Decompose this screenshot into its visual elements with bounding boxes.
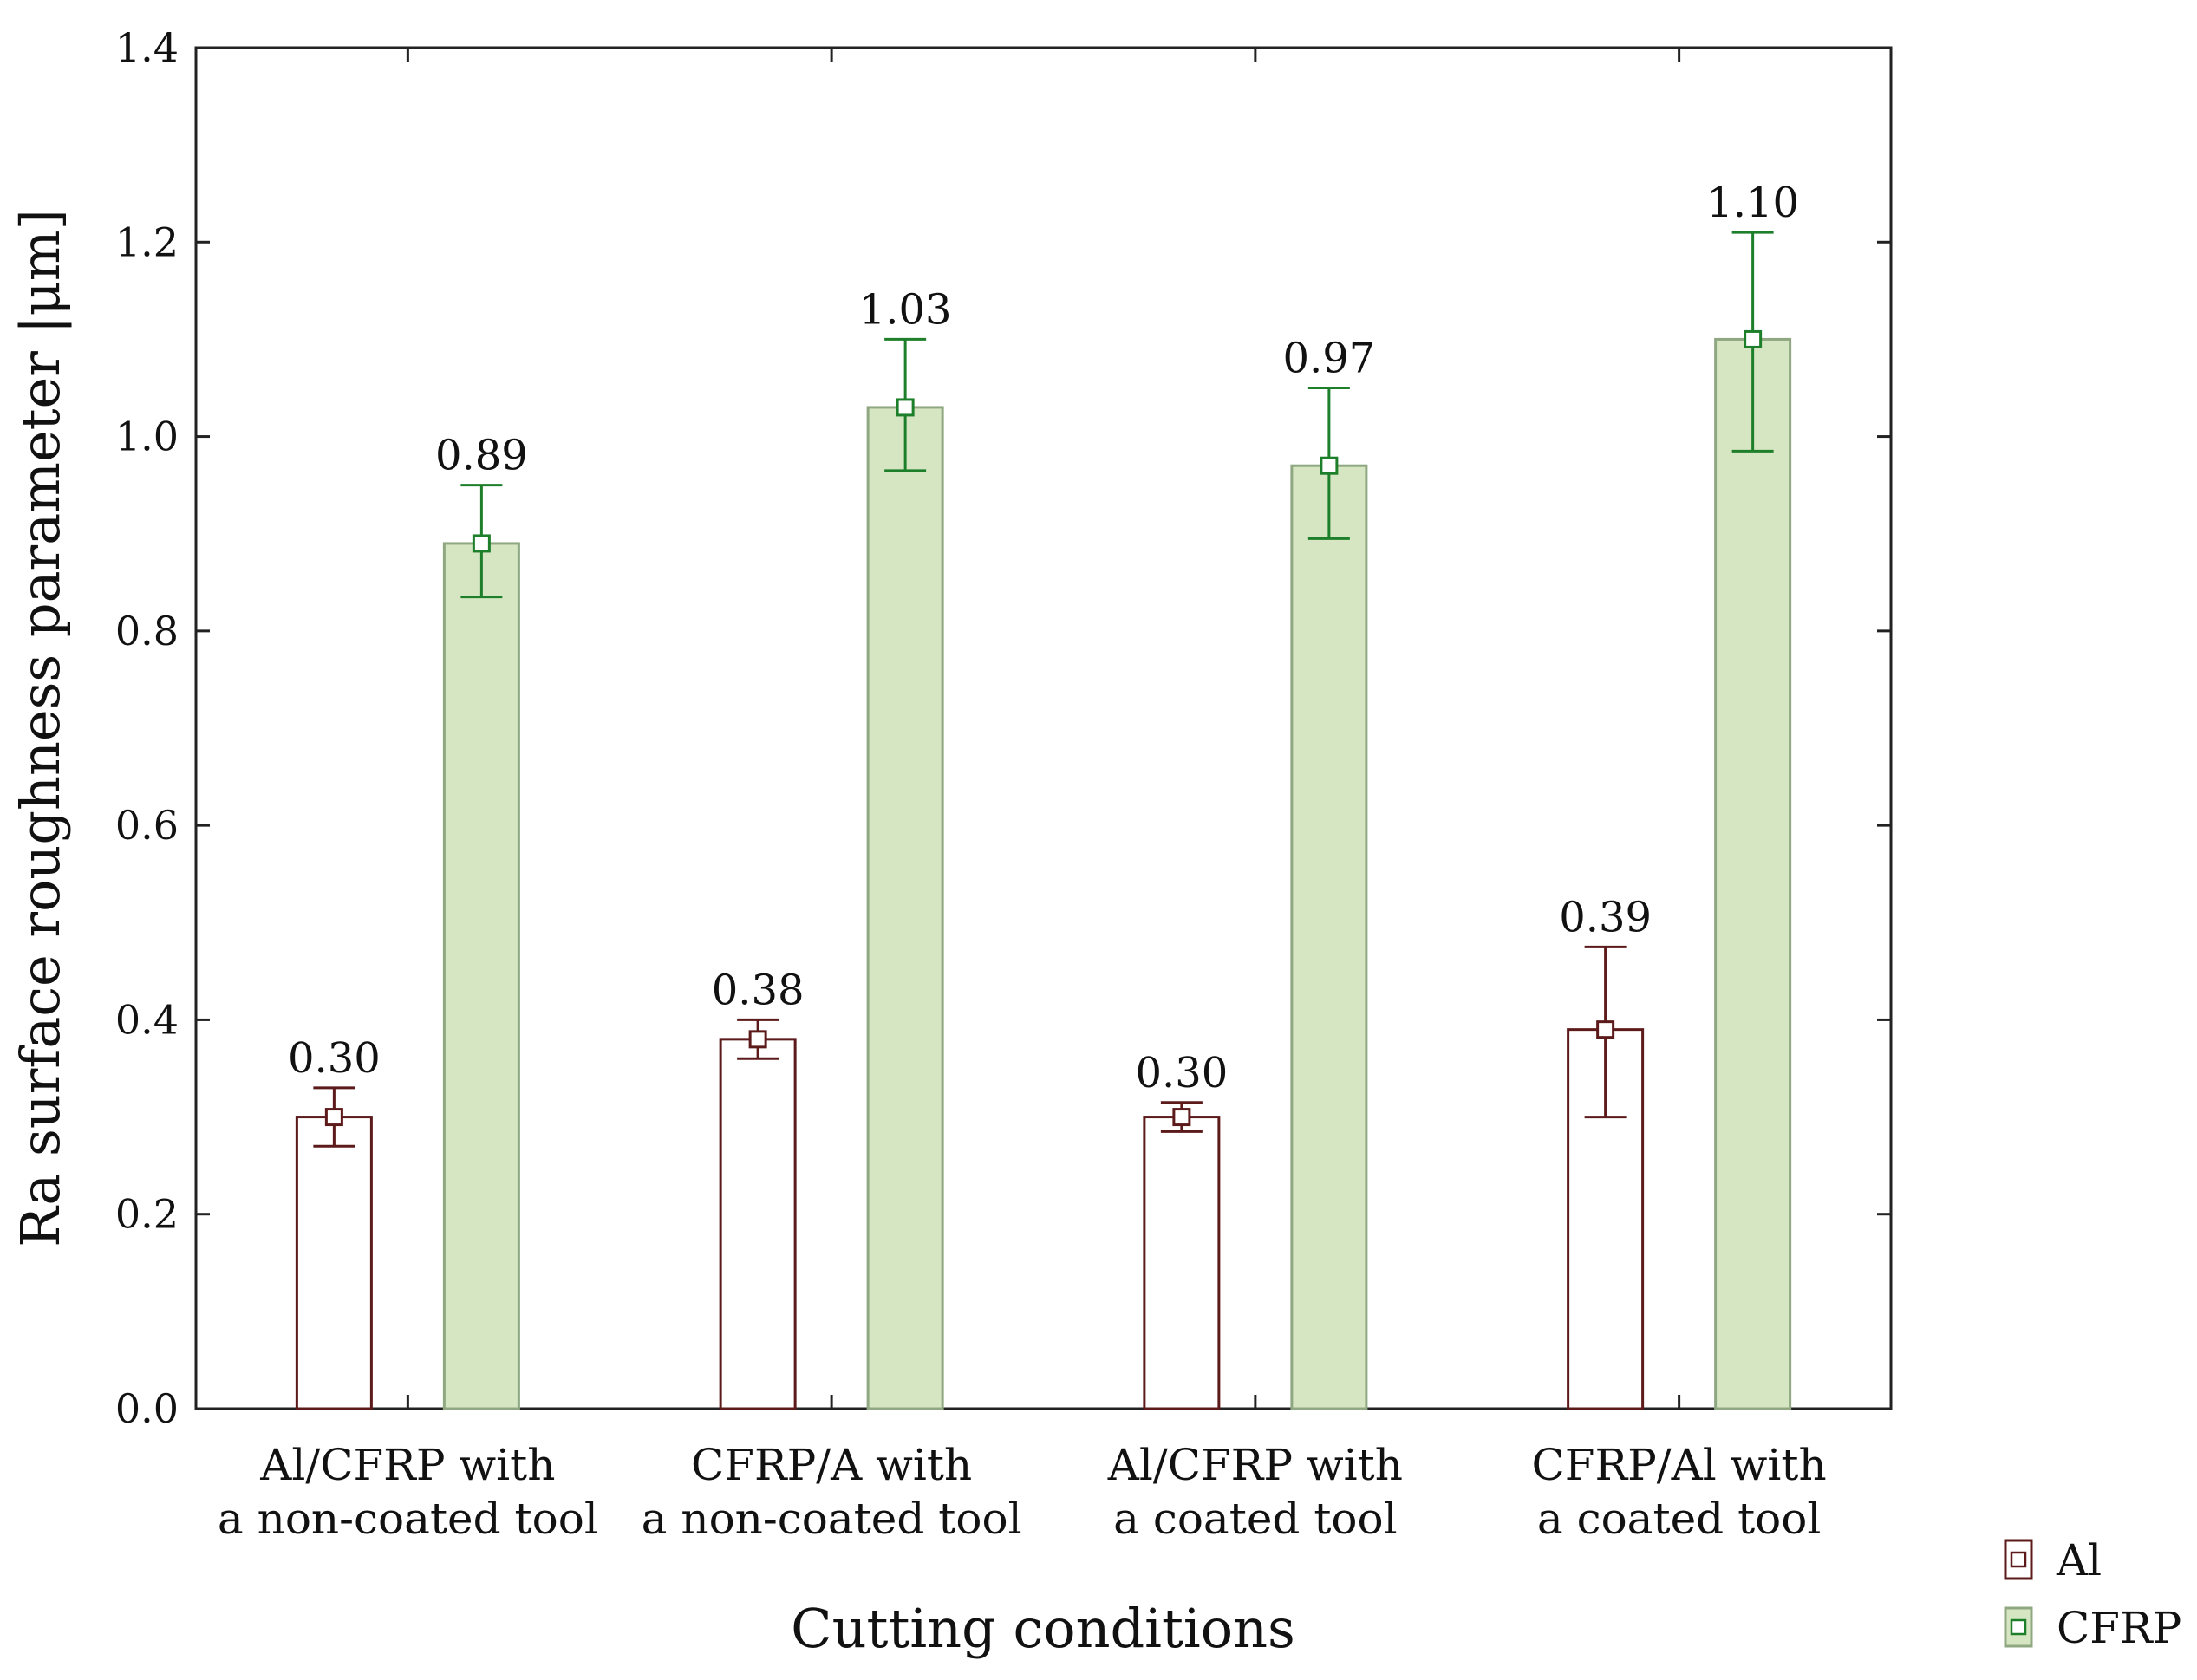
y-tick-label: 0.6	[115, 802, 179, 849]
legend-label-al: Al	[2056, 1535, 2102, 1586]
legend: Al CFRP	[2004, 1535, 2181, 1653]
legend-label-cfrp: CFRP	[2057, 1603, 2181, 1653]
data-label: 0.89	[435, 432, 528, 480]
bar-al-1	[295, 1116, 373, 1410]
bar-cfrp-2	[866, 406, 944, 1410]
x-tick-label: a coated tool	[1537, 1494, 1822, 1544]
legend-swatch-cfrp	[2004, 1606, 2033, 1648]
data-label: 0.30	[288, 1034, 381, 1083]
bar-cfrp-4	[1714, 337, 1792, 1410]
mean-marker	[748, 1030, 767, 1049]
x-tick-label: CFRP/Al with	[1532, 1440, 1827, 1490]
data-label: 0.39	[1559, 893, 1652, 941]
x-axis-title: Cutting conditions	[791, 1597, 1295, 1660]
y-tick-label: 0.8	[115, 608, 179, 654]
x-tick-label: a coated tool	[1113, 1494, 1398, 1544]
x-tick-label: a non-coated tool	[218, 1494, 598, 1544]
y-axis: 0.0 0.2 0.4 0.6 0.8 1.0 1.2 1.4	[115, 24, 1891, 1432]
mean-marker	[472, 534, 491, 553]
y-tick-label: 1.0	[115, 413, 179, 460]
mean-marker	[1744, 329, 1763, 348]
bar-cfrp-3	[1290, 464, 1368, 1410]
y-tick-label: 1.4	[115, 24, 179, 71]
x-tick-label: a non-coated tool	[642, 1494, 1022, 1544]
x-tick-label: CFRP/A with	[691, 1440, 972, 1490]
mean-marker	[324, 1108, 343, 1127]
mean-marker	[1596, 1020, 1615, 1039]
x-tick-label: Al/CFRP with	[1107, 1440, 1403, 1490]
bars	[295, 337, 1792, 1410]
bar-al-3	[1143, 1116, 1221, 1410]
mean-marker	[1172, 1108, 1191, 1127]
bar-cfrp-1	[442, 542, 520, 1410]
data-label: 1.03	[859, 285, 952, 334]
y-tick-label: 1.2	[115, 218, 179, 265]
legend-marker-al	[2010, 1551, 2027, 1568]
error-bars	[313, 231, 1774, 1148]
data-label: 0.38	[712, 966, 805, 1014]
bar-al-2	[719, 1038, 797, 1410]
data-label: 0.97	[1282, 335, 1375, 383]
y-axis-title: Ra surface roughness parameter |μm]	[9, 209, 72, 1247]
y-tick-label: 0.4	[115, 996, 179, 1043]
x-tick-label: Al/CFRP with	[259, 1440, 555, 1490]
y-tick-label: 0.0	[115, 1385, 179, 1432]
data-label: 1.10	[1706, 179, 1799, 227]
data-labels: 0.30 0.89 0.38 1.03 0.30 0.97 0.39 1.10	[288, 179, 1799, 1097]
y-tick-label: 0.2	[115, 1191, 179, 1238]
mean-marker	[896, 398, 915, 417]
mean-marker	[1320, 456, 1339, 475]
data-label: 0.30	[1135, 1049, 1228, 1097]
legend-marker-cfrp	[2010, 1618, 2027, 1636]
